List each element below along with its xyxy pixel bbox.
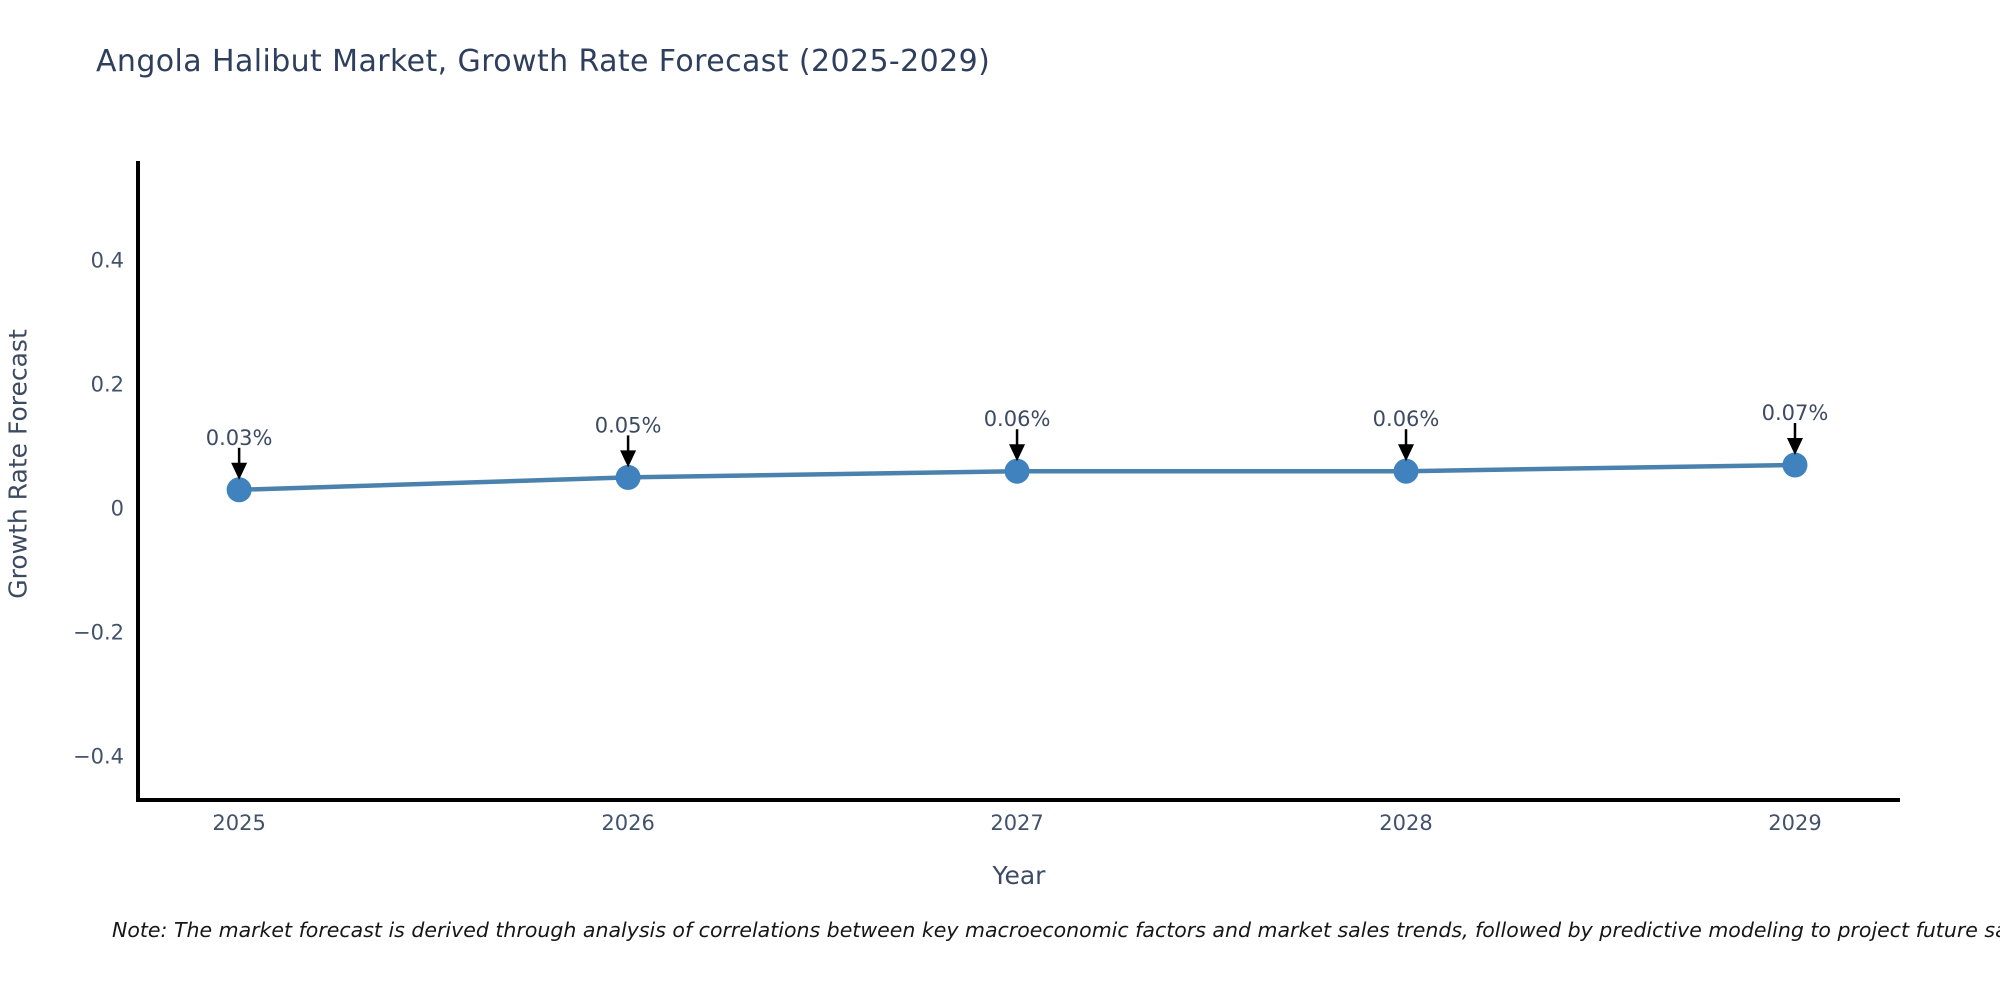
y-tick-label: 0.2: [91, 372, 124, 396]
x-tick-label: 2027: [990, 811, 1043, 835]
data-point-marker: [1004, 458, 1030, 484]
chart-title: Angola Halibut Market, Growth Rate Forec…: [96, 44, 991, 79]
data-point-label: 0.07%: [1762, 401, 1829, 425]
footnote: Note: The market forecast is derived thr…: [112, 918, 2000, 942]
y-tick-label: −0.2: [73, 620, 124, 644]
x-tick-label: 2029: [1768, 811, 1821, 835]
data-point-label: 0.05%: [595, 413, 662, 437]
y-tick-label: 0.4: [91, 248, 124, 272]
data-point-marker: [226, 477, 252, 503]
annotation-arrowhead-icon: [1398, 444, 1415, 462]
x-tick-label: 2025: [212, 811, 265, 835]
y-tick-label: −0.4: [73, 745, 124, 769]
data-point-label: 0.06%: [1373, 407, 1440, 431]
data-point-marker: [1782, 452, 1808, 478]
data-point-label: 0.06%: [984, 407, 1051, 431]
data-point-marker: [615, 464, 641, 490]
data-point-label: 0.03%: [206, 426, 273, 450]
annotation-arrowhead-icon: [1009, 444, 1026, 462]
y-tick-label: 0: [111, 496, 124, 520]
annotation-arrowhead-icon: [620, 450, 637, 468]
x-tick-label: 2028: [1379, 811, 1432, 835]
annotation-arrowhead-icon: [231, 462, 248, 480]
annotation-arrowhead-icon: [1786, 437, 1803, 455]
x-tick-label: 2026: [601, 811, 654, 835]
x-axis-title: Year: [992, 861, 1046, 890]
data-point-marker: [1393, 458, 1419, 484]
